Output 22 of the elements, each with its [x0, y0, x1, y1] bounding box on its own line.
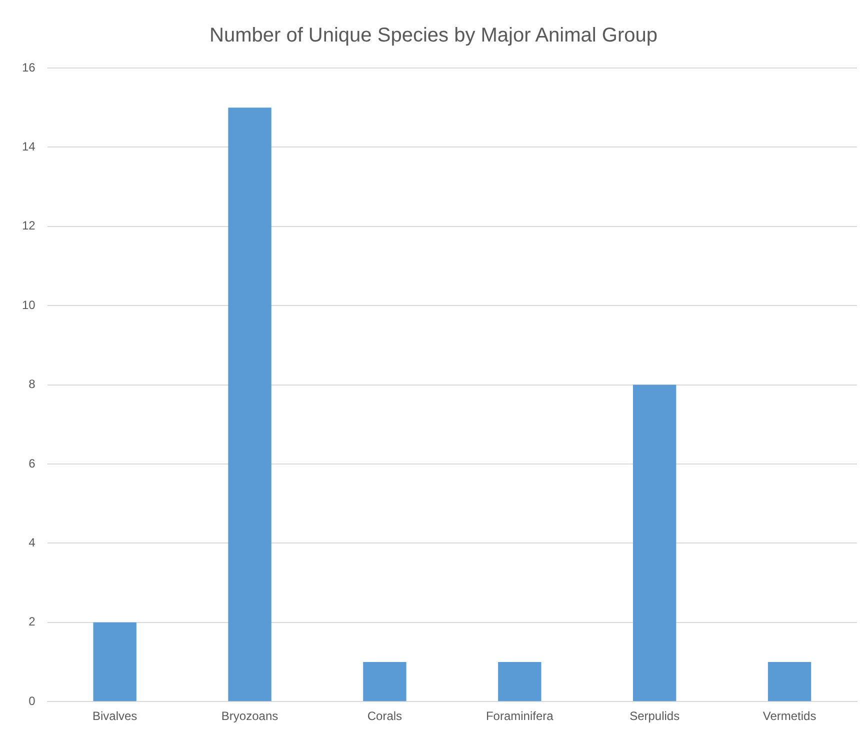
- x-tick-label: Vermetids: [762, 709, 816, 724]
- bar: [363, 662, 406, 702]
- y-tick-label: 0: [28, 694, 36, 708]
- x-tick-label: Serpulids: [630, 709, 680, 724]
- y-tick-label: 12: [22, 218, 36, 233]
- bar: [768, 662, 812, 702]
- y-tick-label: 16: [22, 60, 36, 74]
- y-tick-label: 10: [22, 298, 36, 312]
- y-tick-label: 8: [28, 377, 36, 392]
- chart-title: Number of Unique Species by Major Animal Group: [210, 24, 658, 47]
- x-tick-label: Foraminifera: [486, 709, 554, 724]
- bar: [498, 662, 542, 702]
- y-tick-label: 14: [22, 140, 36, 154]
- y-tick-label: 6: [28, 456, 36, 470]
- x-tick-label: Bivalves: [92, 709, 138, 724]
- bar: [93, 622, 136, 702]
- bar: [228, 108, 272, 702]
- x-tick-label: Bryozoans: [221, 709, 278, 724]
- y-tick-label: 2: [28, 614, 36, 629]
- x-tick-label: Corals: [367, 709, 402, 724]
- bar: [632, 384, 676, 702]
- y-tick-label: 4: [28, 536, 36, 550]
